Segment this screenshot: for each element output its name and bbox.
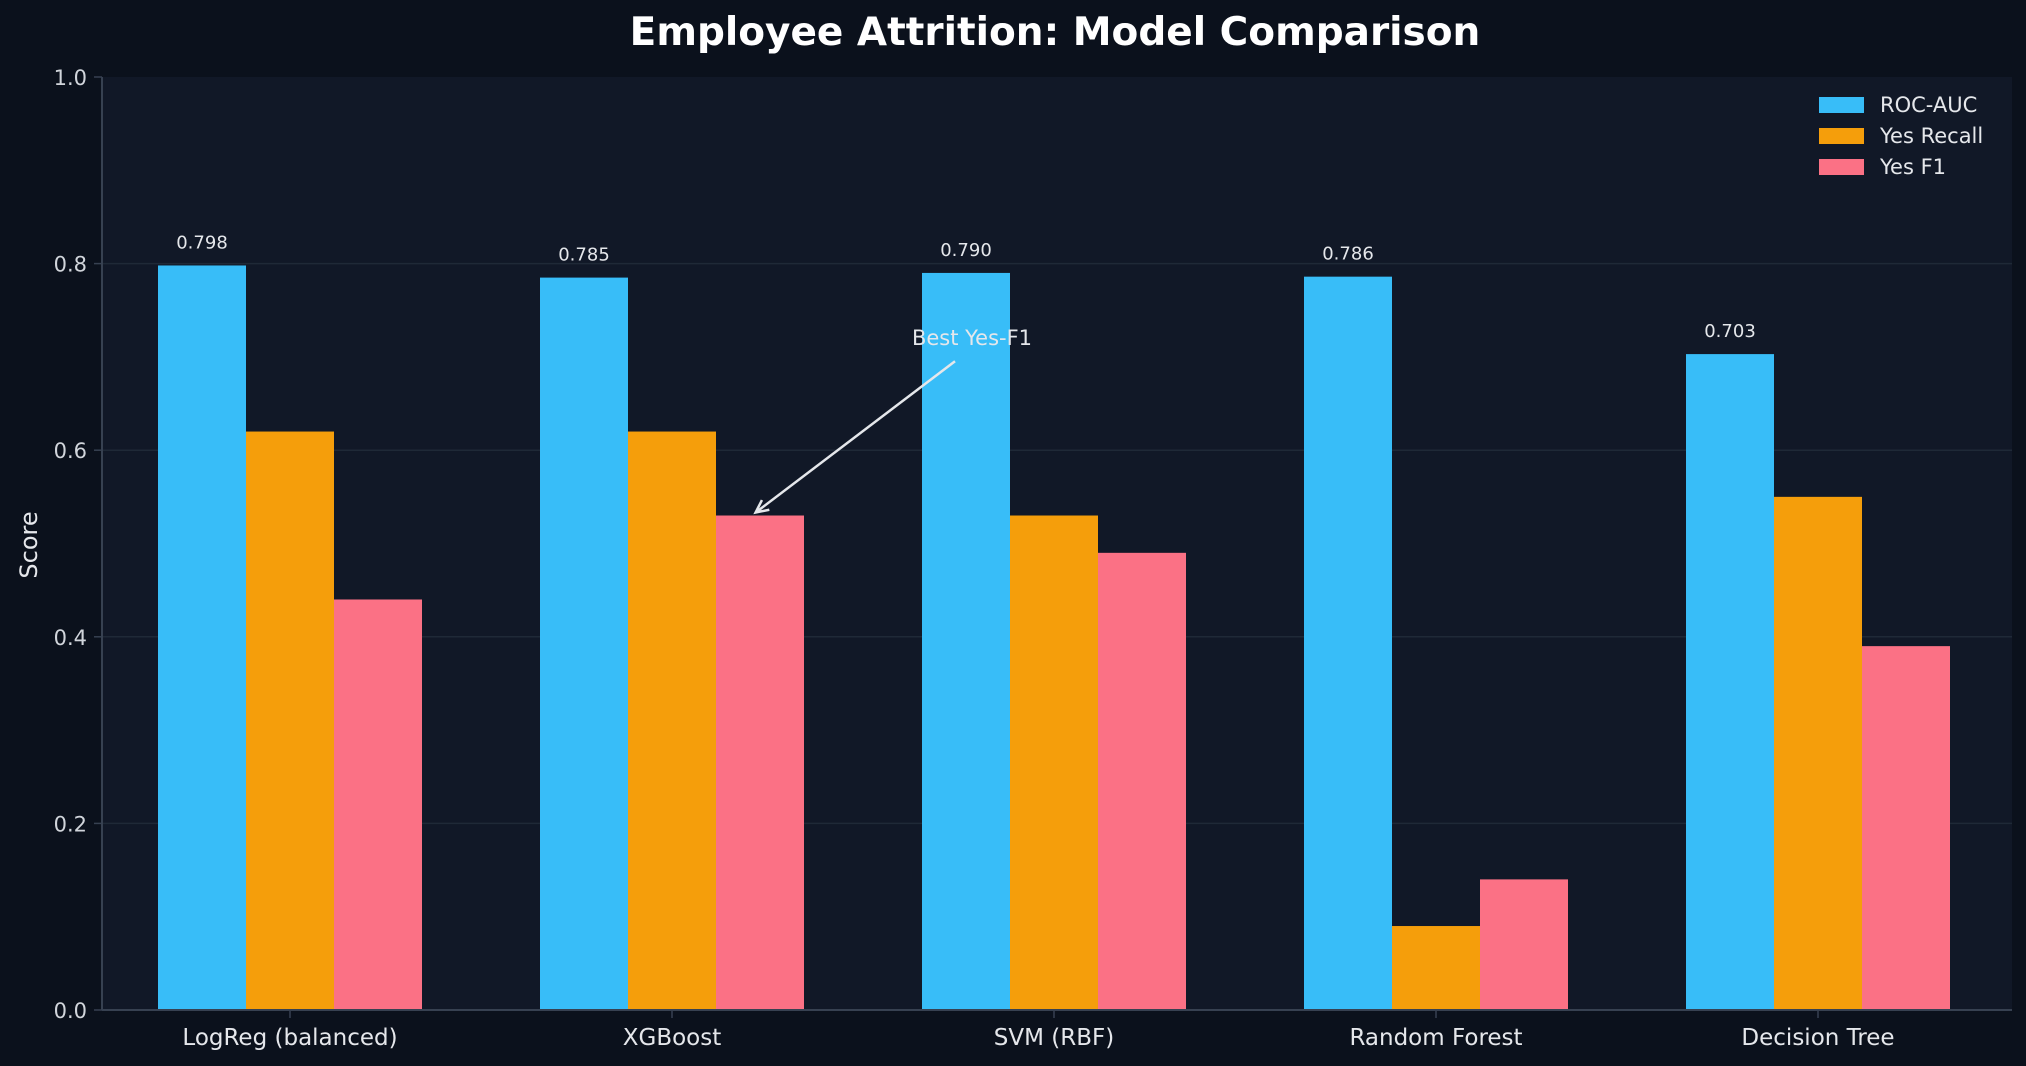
bar-yes-recall bbox=[1392, 926, 1480, 1010]
bar-value-label: 0.703 bbox=[1704, 321, 1756, 342]
bar-yes-recall bbox=[1774, 496, 1862, 1011]
bar-value-label: 0.785 bbox=[558, 245, 610, 266]
y-tick-label: 0.2 bbox=[54, 812, 87, 836]
axes: 0.0 0.2 0.4 0.6 0.8 1.0 LogReg (balanced) XGBoo… bbox=[54, 66, 2012, 1051]
bar-roc-auc bbox=[158, 265, 246, 1010]
y-tick-label: 1.0 bbox=[54, 66, 87, 90]
y-tick-label: 0.6 bbox=[54, 439, 87, 463]
bar-roc-auc bbox=[1686, 354, 1774, 1010]
legend-swatch bbox=[1819, 97, 1864, 113]
bar-yes-recall bbox=[628, 431, 716, 1010]
annotation-arrow-head bbox=[753, 499, 770, 515]
x-tick-label: LogReg (balanced) bbox=[182, 1025, 397, 1051]
data-labels: 0.798 0.785 0.790 0.786 0.703 bbox=[176, 232, 1756, 342]
legend-label: Yes F1 bbox=[1879, 155, 1946, 179]
bar-roc-auc bbox=[540, 277, 628, 1011]
annotation-arrow-line bbox=[757, 360, 956, 512]
bar-yes-recall bbox=[246, 431, 334, 1010]
bar-yes-f1 bbox=[1480, 879, 1568, 1010]
y-axis-label: Score bbox=[15, 511, 43, 578]
y-tick-label: 0.8 bbox=[54, 253, 87, 277]
x-tick-label: XGBoost bbox=[623, 1025, 722, 1051]
bar-value-label: 0.786 bbox=[1322, 244, 1374, 265]
legend-swatch bbox=[1819, 159, 1864, 175]
annotation: Best Yes-F1 bbox=[753, 326, 1032, 515]
bar-value-label: 0.790 bbox=[940, 240, 992, 261]
bar-value-label: 0.798 bbox=[176, 232, 228, 253]
bar-roc-auc bbox=[922, 272, 1010, 1010]
legend-swatch bbox=[1819, 128, 1864, 144]
x-tick-label: Random Forest bbox=[1349, 1025, 1522, 1051]
legend-label: Yes Recall bbox=[1879, 124, 1983, 148]
bar-yes-f1 bbox=[716, 515, 804, 1010]
bar-yes-f1 bbox=[1098, 552, 1186, 1010]
x-tick-label: Decision Tree bbox=[1741, 1025, 1894, 1051]
x-tick-label: SVM (RBF) bbox=[994, 1025, 1114, 1051]
annotation-text: Best Yes-F1 bbox=[912, 326, 1032, 350]
bar-roc-auc bbox=[1304, 276, 1392, 1010]
y-tick-label: 0.4 bbox=[54, 626, 87, 650]
legend-label: ROC-AUC bbox=[1880, 93, 1977, 117]
y-tick-label: 0.0 bbox=[54, 999, 87, 1023]
bars bbox=[158, 265, 1950, 1011]
bar-yes-f1 bbox=[1862, 646, 1950, 1010]
bar-yes-recall bbox=[1010, 515, 1098, 1010]
legend: ROC-AUC Yes Recall Yes F1 bbox=[1819, 93, 1983, 179]
chart-title: Employee Attrition: Model Comparison bbox=[630, 10, 1481, 55]
bar-yes-f1 bbox=[334, 599, 422, 1010]
